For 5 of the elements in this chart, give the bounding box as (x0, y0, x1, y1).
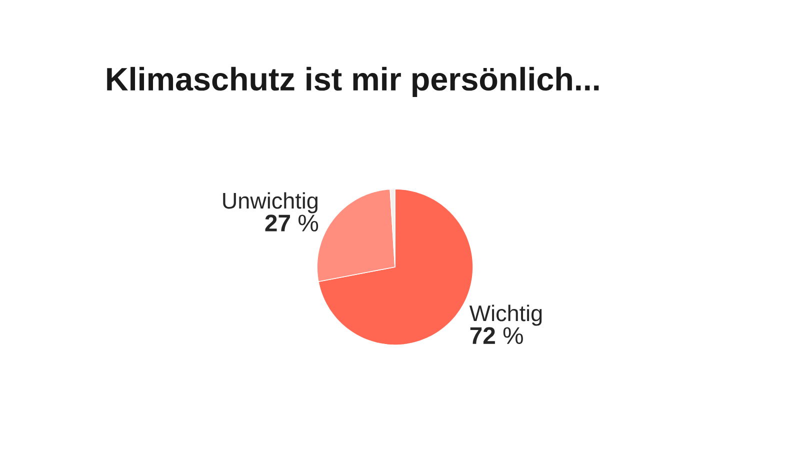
slice-label: Unwichtig (223, 192, 318, 214)
data-label: 27 % (265, 214, 318, 232)
chart-title: Klimaschutz ist mir persönlich... (107, 66, 599, 98)
slice-label: Wichtig (469, 304, 542, 326)
data-label: 72 % (470, 327, 523, 344)
